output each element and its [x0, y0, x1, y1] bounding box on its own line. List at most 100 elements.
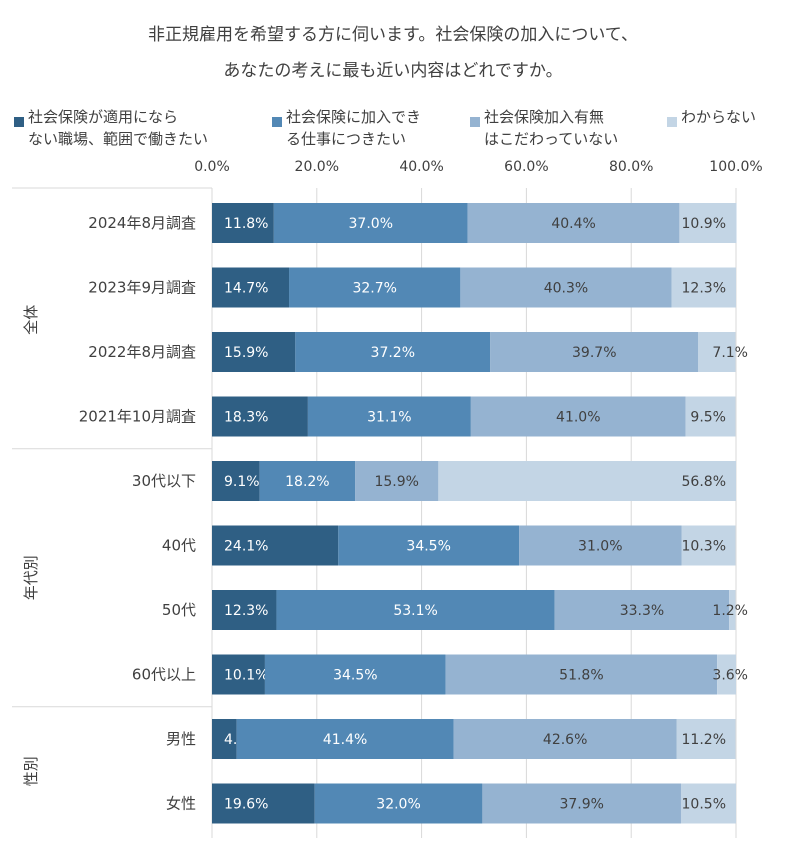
data-label-0-3-1: 31.1%: [367, 410, 411, 426]
bar-segment-2-1-2: [482, 783, 681, 824]
data-label-1-2-0: 12.3%: [224, 603, 268, 619]
data-label-1-0-3: 56.8%: [682, 474, 726, 490]
data-label-1-3-2: 51.8%: [559, 668, 603, 684]
data-label-1-2-2: 33.3%: [620, 603, 664, 619]
bar-segment-0-0-0: [212, 203, 274, 243]
bar-segment-1-3-1: [264, 654, 446, 695]
x-tick-label-4: 80.0%: [609, 159, 653, 175]
data-label-0-0-3: 10.9%: [682, 216, 726, 232]
bar-segment-0-3-3: [685, 396, 736, 437]
bar-segment-0-0-3: [679, 203, 737, 243]
chart-subtitle: あなたの考えに最も近い内容はどれですか。: [223, 61, 563, 81]
row-label-2-0: 男性: [166, 730, 196, 748]
data-label-0-1-0: 14.7%: [224, 281, 268, 297]
data-label-0-3-0: 18.3%: [224, 410, 268, 426]
row-label-1-3: 60代以上: [132, 666, 196, 684]
data-label-1-1-3: 10.3%: [682, 539, 726, 555]
legend-label-0-line-1: 社会保険が適用になら: [28, 108, 179, 126]
bar-segment-0-2-1: [295, 332, 491, 372]
bar-segment-0-2-3: [698, 332, 736, 372]
legend-label-2: 社会保険加入有無 はこだわっていない: [484, 106, 618, 150]
data-label-0-1-1: 32.7%: [352, 281, 396, 297]
bar-segment-0-1-2: [460, 267, 672, 308]
data-label-1-2-3: 1.2%: [712, 603, 748, 619]
legend-label-1-line-2: る仕事につきたい: [286, 130, 407, 148]
data-label-1-1-0: 24.1%: [224, 539, 268, 555]
bar-segment-1-0-0: [212, 461, 260, 501]
bar-segment-0-2-0: [212, 332, 296, 372]
row-label-1-1: 40代: [162, 537, 196, 555]
bar-segment-2-1-1: [314, 783, 483, 824]
legend-swatch-2: [470, 117, 480, 127]
bar-segment-0-3-1: [307, 396, 471, 437]
bar-segment-1-1-2: [519, 525, 682, 566]
bar-segment-1-3-2: [445, 654, 718, 695]
data-label-1-2-1: 53.1%: [393, 603, 437, 619]
x-tick-label-0: 0.0%: [194, 159, 230, 175]
legend-label-1-line-1: 社会保険に加入でき: [286, 108, 422, 126]
data-label-1-0-0: 9.1%: [224, 474, 260, 490]
bar-segment-0-3-2: [470, 396, 686, 437]
bar-segment-1-1-3: [681, 525, 736, 566]
data-label-2-0-2: 42.6%: [543, 732, 587, 748]
row-label-1-0: 30代以下: [132, 472, 196, 490]
bar-segment-2-0-1: [236, 719, 454, 759]
bar-segment-2-0-0: [212, 719, 237, 759]
data-label-1-3-3: 3.6%: [712, 668, 748, 684]
data-label-1-3-0: 10.1%: [224, 668, 268, 684]
legend-label-3-line-1: わからない: [681, 108, 757, 126]
data-label-0-0-0: 11.8%: [224, 216, 268, 232]
bar-segment-1-1-0: [212, 525, 339, 566]
bar-segment-2-0-2: [453, 719, 677, 759]
legend-swatch-3: [667, 117, 677, 127]
bar-segment-1-0-1: [259, 461, 356, 501]
bar-segment-0-0-2: [467, 203, 680, 243]
bar-segment-1-0-2: [355, 461, 439, 501]
data-label-1-3-1: 34.5%: [333, 668, 377, 684]
x-tick-label-3: 60.0%: [504, 159, 548, 175]
bar-segment-2-0-3: [676, 719, 736, 759]
data-label-0-1-2: 40.3%: [544, 281, 588, 297]
data-label-0-3-3: 9.5%: [690, 410, 726, 426]
data-label-0-0-1: 37.0%: [349, 216, 393, 232]
bar-segment-1-2-2: [554, 590, 730, 630]
x-tick-label-1: 20.0%: [295, 159, 339, 175]
row-label-1-2: 50代: [162, 601, 196, 619]
legend-swatch-0: [14, 117, 24, 127]
data-label-0-2-3: 7.1%: [712, 345, 748, 361]
legend-label-1: 社会保険に加入でき る仕事につきたい: [286, 106, 421, 150]
data-label-2-1-3: 10.5%: [682, 797, 726, 813]
group-label-0: 全体: [22, 305, 40, 335]
data-label-2-1-0: 19.6%: [224, 797, 268, 813]
x-tick-label-2: 40.0%: [399, 159, 443, 175]
bar-segment-1-3-3: [717, 654, 736, 695]
bar-segment-0-1-1: [289, 267, 461, 308]
bar-segment-1-2-1: [276, 590, 555, 630]
bar-segment-0-1-3: [671, 267, 736, 308]
row-label-2-1: 女性: [166, 795, 196, 813]
bar-segment-2-1-0: [212, 783, 315, 824]
x-tick-label-5: 100.0%: [709, 159, 762, 175]
data-label-1-1-2: 31.0%: [578, 539, 622, 555]
bar-segment-2-1-3: [680, 783, 736, 824]
legend-label-0: 社会保険が適用になら ない職場、範囲で働きたい: [28, 106, 208, 150]
data-label-1-1-1: 34.5%: [406, 539, 450, 555]
legend-label-3: わからない: [681, 106, 756, 128]
data-label-0-2-2: 39.7%: [572, 345, 616, 361]
data-label-1-0-2: 15.9%: [374, 474, 418, 490]
legend-label-2-line-2: はこだわっていない: [484, 130, 619, 148]
legend-label-2-line-1: 社会保険加入有無: [484, 108, 605, 126]
row-label-0-0: 2024年8月調査: [88, 214, 196, 232]
bar-segment-0-0-1: [273, 203, 468, 243]
row-label-0-2: 2022年8月調査: [88, 343, 196, 361]
row-label-0-1: 2023年9月調査: [88, 279, 196, 297]
data-label-1-0-1: 18.2%: [285, 474, 329, 490]
bar-segment-0-1-0: [212, 267, 290, 308]
bar-segment-0-3-0: [212, 396, 308, 437]
bar-segment-1-0-3: [438, 461, 736, 501]
data-label-2-0-3: 11.2%: [682, 732, 726, 748]
row-label-0-3: 2021年10月調査: [79, 408, 196, 426]
bar-segment-1-2-3: [729, 590, 736, 630]
group-label-1: 年代別: [22, 555, 40, 600]
